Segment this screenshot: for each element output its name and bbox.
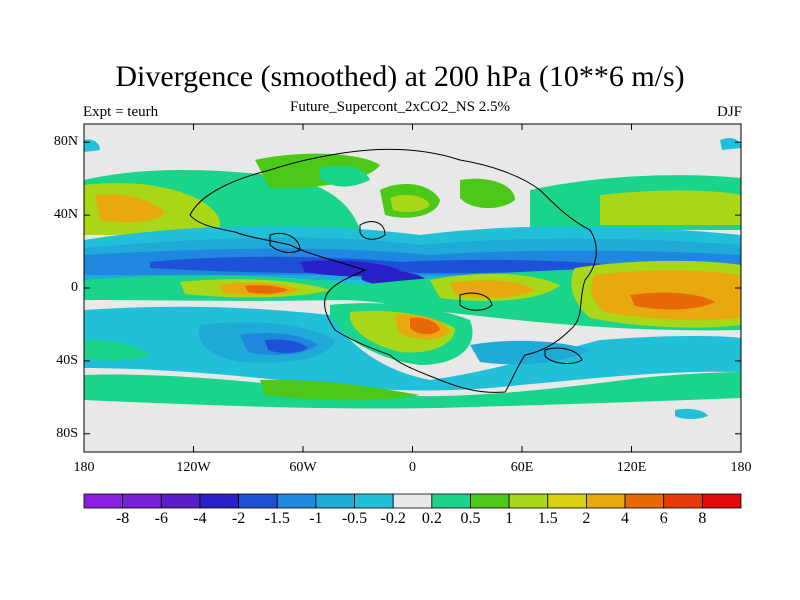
colorbar-swatch	[83, 493, 124, 509]
lon-tick-label: 120E	[616, 460, 647, 475]
contour-positive	[84, 339, 150, 361]
colorbar-label: -4	[193, 510, 207, 527]
colorbar-label: 2	[582, 510, 591, 527]
coastline-island	[459, 292, 493, 311]
colorbar-label: -6	[154, 510, 168, 527]
colorbar-label: 1	[505, 510, 514, 527]
colorbar-swatch	[199, 493, 239, 509]
colorbar-swatch	[663, 493, 703, 509]
colorbar-swatch	[431, 493, 471, 509]
colorbar	[83, 493, 742, 509]
colorbar-swatch	[470, 493, 510, 509]
colorbar-label: -2	[231, 510, 246, 527]
lon-tick-label: 120W	[176, 460, 211, 475]
colorbar-swatch	[547, 493, 587, 509]
contour-positive	[630, 292, 715, 310]
contour-positive	[320, 165, 370, 187]
lat-tick-label: 0	[71, 280, 78, 295]
lat-tick-label: 80N	[53, 134, 78, 150]
colorbar-label: -1	[309, 510, 323, 527]
colorbar-swatch	[354, 493, 394, 509]
lon-tick-label: 60W	[289, 460, 317, 475]
axis-ticks	[83, 124, 742, 452]
colorbar-swatch	[586, 493, 626, 509]
colorbar-swatch	[160, 493, 201, 509]
colorbar-label: 0.2	[421, 510, 442, 527]
contour-positive	[460, 178, 515, 209]
colorbar-label: 1.5	[537, 510, 558, 527]
contour-negative	[720, 138, 741, 150]
season-label: DJF	[716, 104, 742, 120]
continent-outline	[189, 148, 597, 393]
lon-tick-label: 0	[409, 460, 416, 475]
lat-tick-label: 80S	[56, 425, 78, 441]
coastline-island	[269, 233, 301, 253]
contour-negative	[675, 408, 708, 419]
coastline-island	[359, 221, 386, 240]
colorbar-label: -8	[115, 510, 130, 527]
contour-positive	[95, 194, 165, 223]
colorbar-label: -0.2	[380, 510, 406, 527]
colorbar-swatch	[508, 493, 549, 509]
contour-negative	[265, 339, 308, 354]
lon-tick-label: 60E	[510, 460, 534, 475]
colorbar-swatch	[624, 493, 665, 509]
experiment-subtitle: Future_Supercont_2xCO2_NS 2.5%	[290, 99, 510, 115]
colorbar-swatch	[276, 493, 317, 509]
experiment-label: Expt = teurh	[83, 104, 159, 120]
lon-tick-label: 180	[73, 460, 95, 475]
colorbar-swatch	[238, 493, 278, 509]
colorbar-swatch	[701, 493, 742, 509]
lat-tick-label: 40N	[53, 207, 78, 223]
coastline-island	[544, 347, 583, 364]
contour-positive	[84, 372, 741, 409]
contour-positive	[390, 194, 430, 213]
lat-tick-label: 40S	[56, 352, 78, 368]
contour-negative	[470, 340, 590, 365]
colorbar-label: 8	[698, 510, 707, 527]
contour-positive	[410, 317, 440, 335]
colorbar-swatch	[315, 493, 355, 509]
colorbar-swatch	[392, 493, 433, 509]
colorbar-label: -1.5	[264, 510, 290, 527]
page-title: Divergence (smoothed) at 200 hPa (10**6 …	[115, 60, 685, 93]
contour-positive	[245, 285, 288, 294]
colorbar-label: 4	[621, 510, 630, 527]
contour-positive	[260, 379, 420, 401]
colorbar-label: 0.5	[460, 510, 481, 527]
contour-positive	[600, 190, 741, 225]
colorbar-label: 6	[659, 510, 668, 527]
contour-field	[84, 124, 741, 452]
colorbar-swatch	[122, 493, 162, 509]
contour-negative	[150, 256, 620, 274]
lon-tick-label: 180	[730, 460, 752, 475]
colorbar-label: -0.5	[341, 510, 368, 527]
